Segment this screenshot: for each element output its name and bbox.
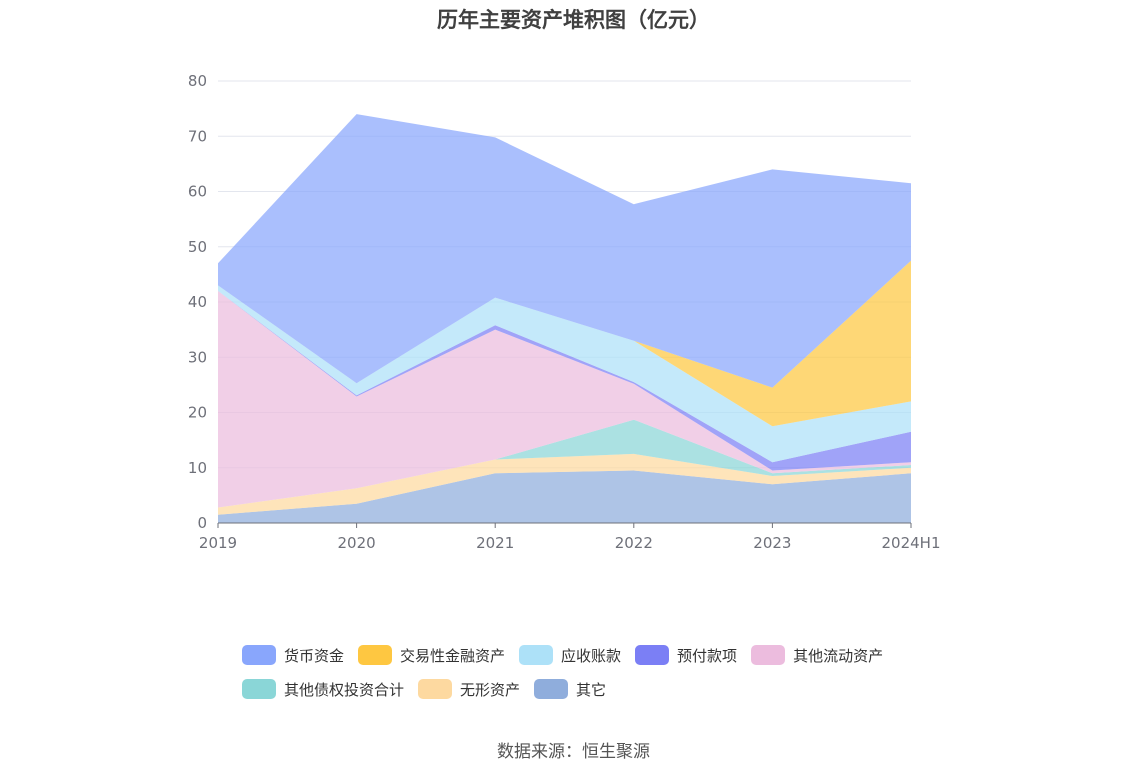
legend-swatch: [751, 645, 786, 665]
y-tick-label: 60: [188, 183, 207, 201]
area-series-3[interactable]: [218, 290, 911, 508]
stacked-area-chart: 0 10 20 30 40 50 60 70 80 2019 2020 2021 2022 2023 202…: [188, 72, 941, 552]
x-tick-label: 2021: [476, 534, 514, 552]
legend-label: 其它: [576, 680, 607, 699]
area-series-5[interactable]: [218, 285, 911, 463]
legend-swatch: [242, 679, 276, 699]
legend-item[interactable]: 其它: [534, 679, 606, 700]
y-tick-label: 70: [188, 127, 207, 145]
legend-item[interactable]: 应收账款: [519, 645, 621, 666]
legend-item[interactable]: 预付款项: [635, 645, 737, 666]
legend-label: 其他债权投资合计: [284, 680, 405, 699]
y-tick-label: 0: [197, 514, 207, 532]
legend-item[interactable]: 其他流动资产: [751, 645, 883, 666]
legend-row: 货币资金 交易性金融资产 应收账款 预付款项 其他流动资产: [242, 638, 942, 672]
legend-label: 无形资产: [460, 680, 521, 699]
y-tick-label: 80: [188, 72, 207, 90]
legend-swatch: [358, 645, 393, 665]
legend-swatch: [418, 679, 453, 699]
legend: 货币资金 交易性金融资产 应收账款 预付款项 其他流动资产其他债权投资合计 无形资产 其它: [242, 638, 942, 706]
x-tick-label: 2022: [615, 534, 653, 552]
legend-swatch: [635, 645, 670, 665]
legend-item[interactable]: 其他债权投资合计: [242, 679, 404, 700]
y-tick-label: 40: [188, 293, 207, 311]
area-series-7[interactable]: [218, 114, 911, 388]
area-series-4[interactable]: [218, 290, 911, 471]
area-series-1[interactable]: [218, 453, 911, 515]
x-tick-label: 2023: [753, 534, 791, 552]
data-source-note: 数据来源：恒生聚源: [497, 742, 650, 762]
area-series-0[interactable]: [218, 470, 911, 524]
legend-swatch: [534, 679, 569, 699]
legend-label: 货币资金: [284, 646, 345, 665]
y-tick-label: 30: [188, 348, 207, 366]
area-series-6[interactable]: [218, 260, 911, 427]
axes: 0 10 20 30 40 50 60 70 80 2019 2020 2021 2022 2023 202…: [188, 72, 941, 552]
legend-label: 应收账款: [561, 646, 622, 665]
legend-item[interactable]: 无形资产: [418, 679, 520, 700]
legend-swatch: [519, 645, 554, 665]
legend-row: 其他债权投资合计 无形资产 其它: [242, 672, 942, 706]
chart-title: 历年主要资产堆积图（亿元）: [437, 8, 710, 32]
legend-label: 预付款项: [677, 646, 738, 665]
legend-item[interactable]: 交易性金融资产: [358, 645, 505, 666]
legend-label: 交易性金融资产: [400, 646, 506, 665]
legend-swatch: [242, 645, 276, 665]
x-tick-label: 2019: [199, 534, 237, 552]
y-tick-label: 10: [188, 459, 207, 477]
y-tick-label: 20: [188, 404, 207, 422]
x-tick-label: 2024H1: [882, 534, 941, 552]
legend-label: 其他流动资产: [793, 646, 884, 665]
x-tick-label: 2020: [338, 534, 376, 552]
area-series: [218, 114, 911, 523]
legend-item[interactable]: 货币资金: [242, 645, 344, 666]
y-tick-label: 50: [188, 238, 207, 256]
